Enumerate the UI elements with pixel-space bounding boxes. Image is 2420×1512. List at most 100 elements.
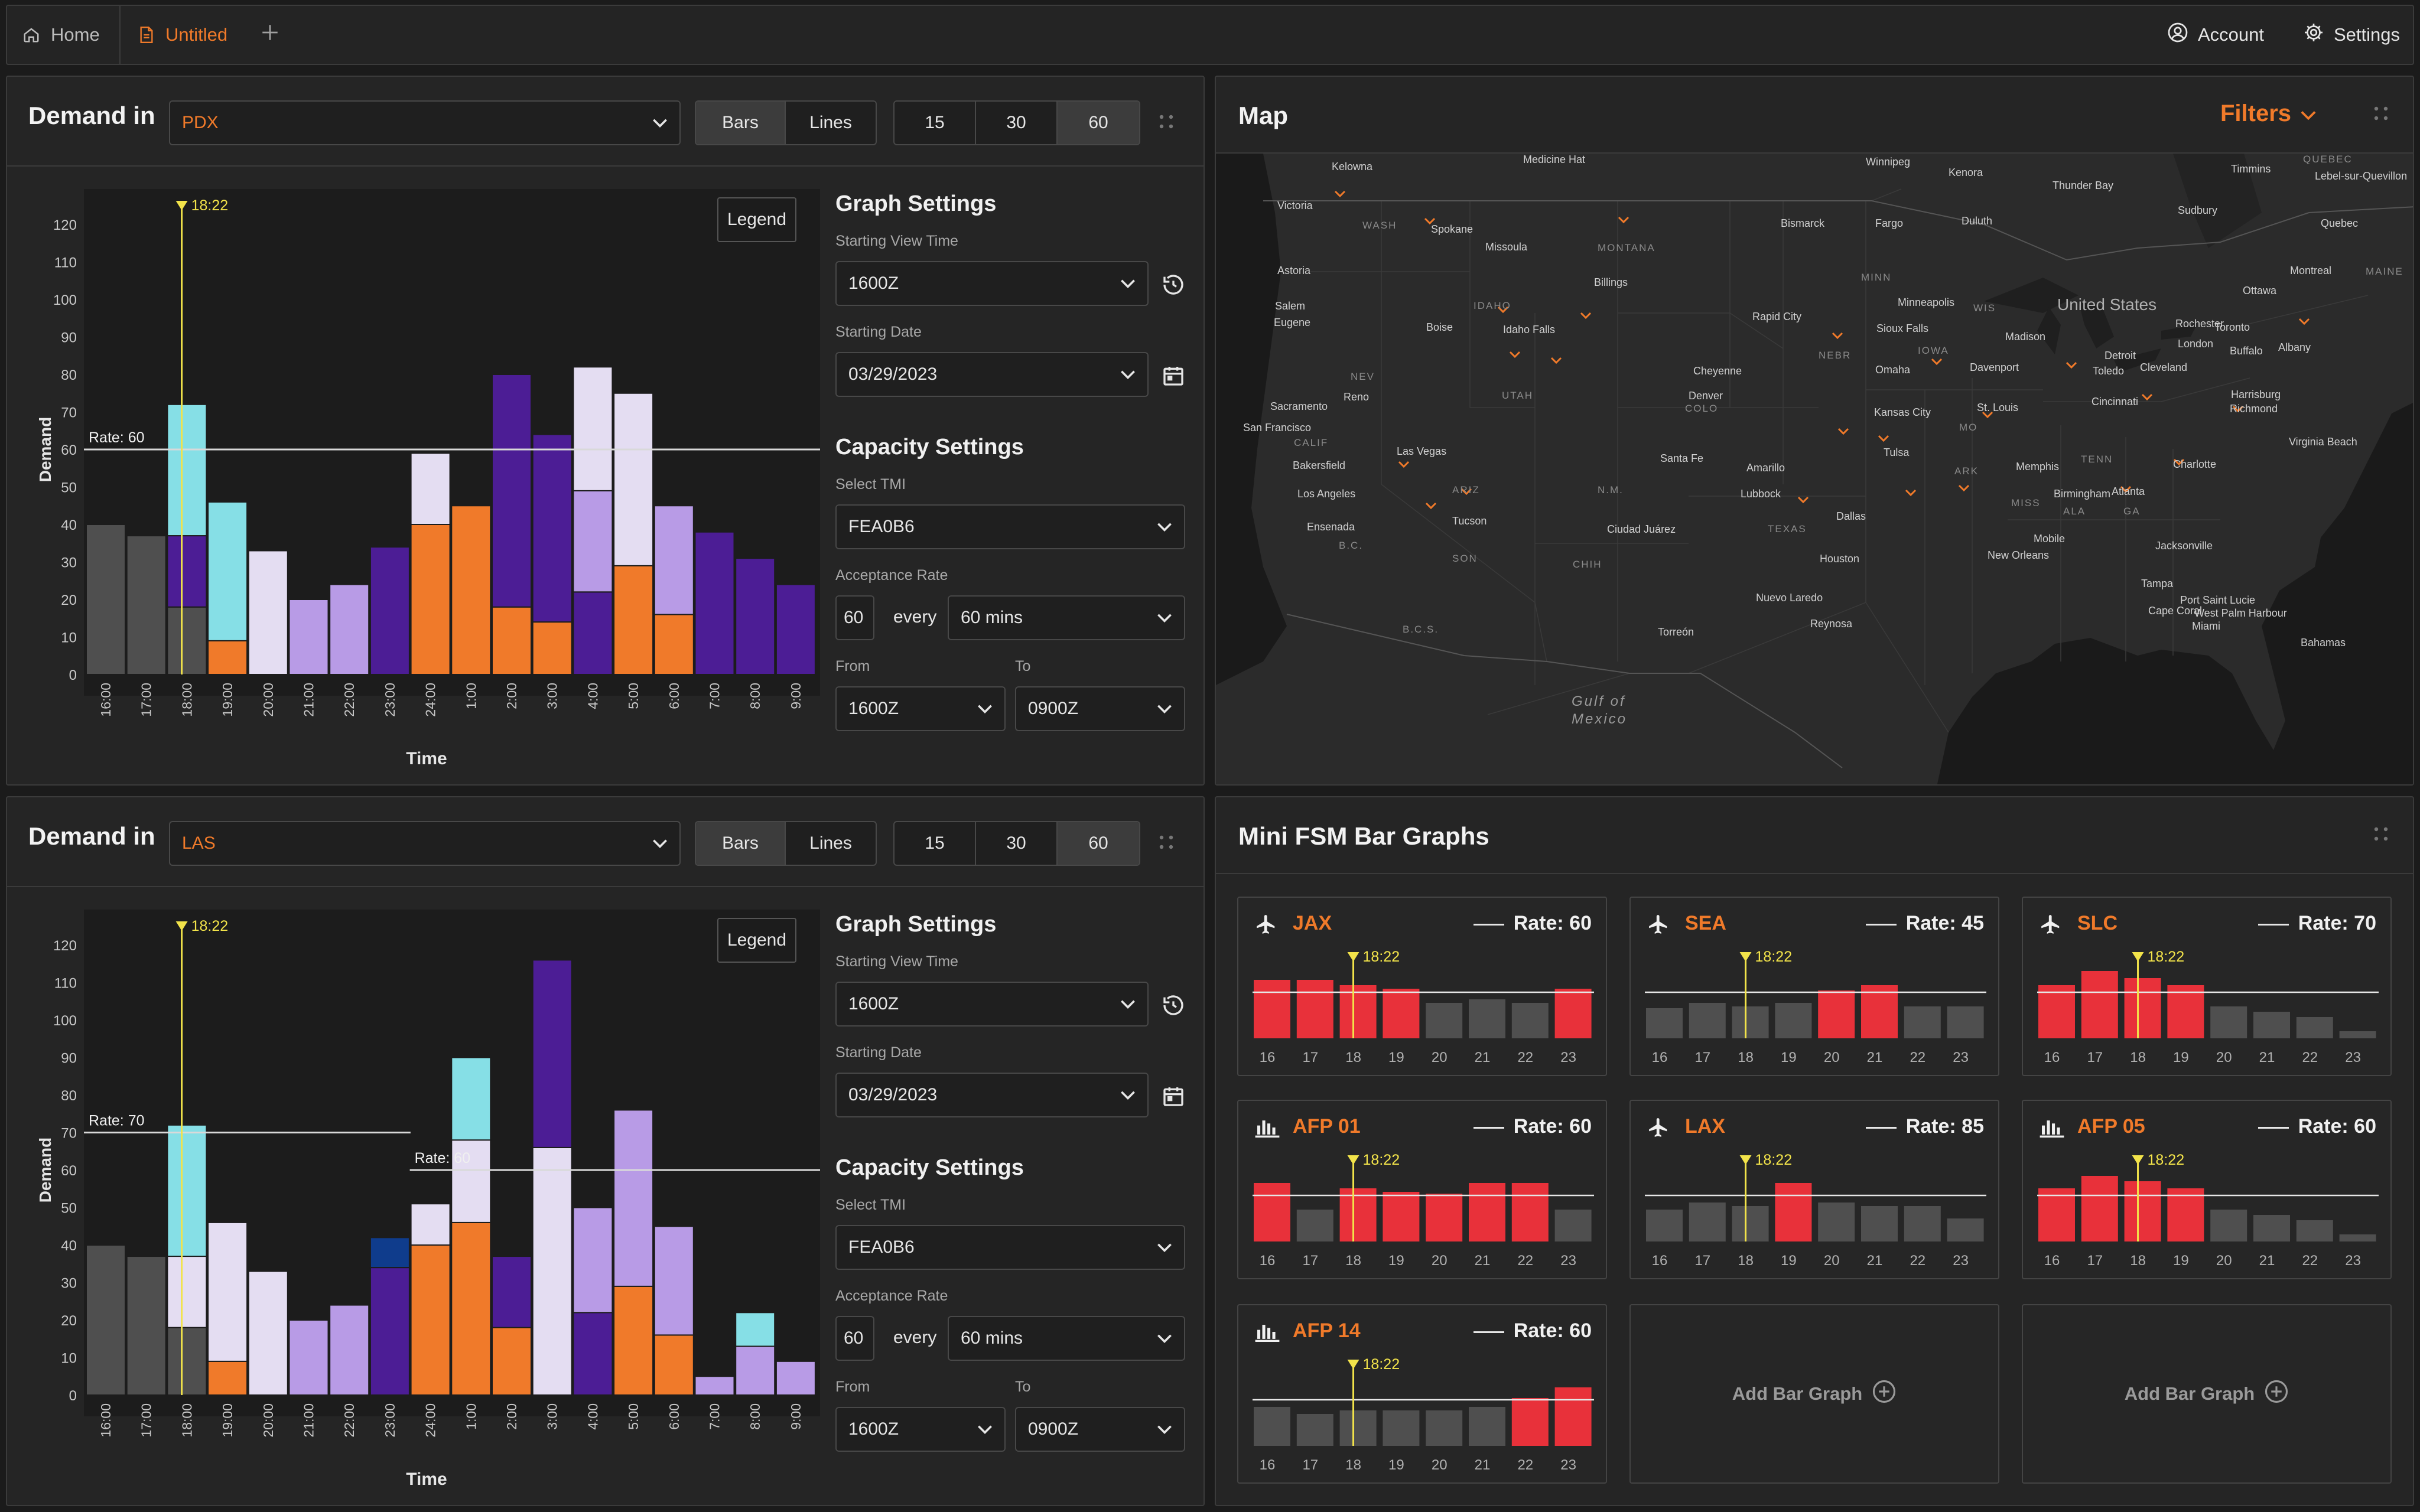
- map-canvas[interactable]: Kelowna Medicine Hat Winnipeg Kenora Thunder…: [1216, 154, 2413, 784]
- drag-handle-icon[interactable]: [1158, 834, 1175, 850]
- starting-view-time-select[interactable]: 1600Z: [835, 982, 1149, 1027]
- current-time-marker: [175, 921, 188, 931]
- mini-hour-label: 17: [1302, 1050, 1318, 1065]
- mini-graph-sea[interactable]: SEA Rate: 45 16 17 18 19 20 21 22 23 18:22: [1629, 897, 1999, 1076]
- aircraft-marker-icon[interactable]: [1580, 312, 1592, 320]
- x-tick-label: 1:00: [463, 1403, 479, 1430]
- airport-select[interactable]: PDX: [169, 100, 681, 145]
- aircraft-marker-icon[interactable]: [2298, 318, 2310, 325]
- aircraft-marker-icon[interactable]: [1461, 488, 1472, 496]
- acceptance-rate-input[interactable]: 60: [835, 595, 874, 640]
- rate-line-legend: [1473, 1331, 1504, 1333]
- mini-bar-20: [2210, 1210, 2247, 1241]
- mini-bar-20: [1426, 1003, 1463, 1038]
- from-time-select[interactable]: 1600Z: [835, 686, 1006, 731]
- add-bar-graph-button[interactable]: Add Bar Graph: [1629, 1304, 1999, 1484]
- map-city-label: Bismarck: [1781, 217, 1825, 229]
- bar-18:00-segment-0: [167, 606, 207, 676]
- history-icon[interactable]: [1162, 993, 1185, 1020]
- interval-60-button[interactable]: 60: [1058, 822, 1139, 865]
- history-icon[interactable]: [1162, 273, 1185, 299]
- mini-bar-17: [2081, 971, 2118, 1038]
- mini-bar-16: [2038, 1188, 2075, 1241]
- view-mode-bars-button[interactable]: Bars: [696, 102, 786, 144]
- aircraft-marker-icon[interactable]: [1878, 435, 1889, 442]
- aircraft-marker-icon[interactable]: [1424, 217, 1436, 225]
- interval-30-button[interactable]: 30: [976, 822, 1058, 865]
- map-city-label: Lubbock: [1741, 488, 1781, 500]
- chevron-down-icon: [1157, 608, 1172, 628]
- starting-date-select[interactable]: 03/29/2023: [835, 352, 1149, 397]
- starting-view-time-select[interactable]: 1600Z: [835, 261, 1149, 306]
- mini-graph-slc[interactable]: SLC Rate: 70 16 17 18 19 20 21 22 23 18:22: [2022, 897, 2392, 1076]
- home-tab[interactable]: Home: [22, 6, 100, 64]
- aircraft-marker-icon[interactable]: [1958, 484, 1970, 492]
- aircraft-marker-icon[interactable]: [2120, 485, 2132, 493]
- untitled-tab[interactable]: Untitled: [138, 6, 227, 64]
- view-mode-lines-button[interactable]: Lines: [809, 833, 852, 853]
- mini-graph-jax[interactable]: JAX Rate: 60 16 17 18 19 20 21 22 23 18:22: [1237, 897, 1607, 1076]
- settings-button[interactable]: Settings: [2303, 6, 2400, 64]
- aircraft-marker-icon[interactable]: [1618, 216, 1629, 224]
- calendar-icon[interactable]: [1162, 364, 1185, 390]
- view-mode-bars-button[interactable]: Bars: [696, 822, 786, 865]
- account-button[interactable]: Account: [2167, 6, 2264, 64]
- aircraft-marker-icon[interactable]: [1497, 306, 1509, 314]
- interval-15-button[interactable]: 15: [895, 822, 976, 865]
- rate-period-select[interactable]: 60 mins: [948, 595, 1185, 640]
- drag-handle-icon[interactable]: [1158, 113, 1175, 130]
- from-time-select[interactable]: 1600Z: [835, 1407, 1006, 1452]
- drag-handle-icon[interactable]: [2373, 105, 2389, 122]
- legend-button[interactable]: Legend: [717, 918, 796, 963]
- interval-15-button[interactable]: 15: [895, 102, 976, 144]
- aircraft-marker-icon[interactable]: [1931, 358, 1943, 366]
- every-label: every: [893, 607, 937, 627]
- mini-graph-afp-01[interactable]: AFP 01 Rate: 60 16 17 18 19 20 21 22 23 18:22: [1237, 1100, 1607, 1279]
- aircraft-marker-icon[interactable]: [2173, 458, 2185, 466]
- plane-icon: [1647, 913, 1670, 939]
- add-bar-graph-button[interactable]: Add Bar Graph: [2022, 1304, 2392, 1484]
- legend-button[interactable]: Legend: [717, 197, 796, 242]
- aircraft-marker-icon[interactable]: [1334, 190, 1346, 198]
- map-city-label: Kenora: [1949, 167, 1983, 178]
- view-mode-lines-button[interactable]: Lines: [809, 113, 852, 132]
- to-time-select[interactable]: 0900Z: [1015, 1407, 1185, 1452]
- new-tab-button[interactable]: [260, 6, 280, 64]
- interval-60-button[interactable]: 60: [1058, 102, 1139, 144]
- tmi-select[interactable]: FEA0B6: [835, 504, 1185, 549]
- map-header-divider: [1216, 152, 2413, 154]
- mini-graph-afp-05[interactable]: AFP 05 Rate: 60 16 17 18 19 20 21 22 23 18:22: [2022, 1100, 2392, 1279]
- aircraft-marker-icon[interactable]: [1509, 351, 1521, 359]
- drag-handle-icon[interactable]: [2373, 826, 2389, 842]
- aircraft-marker-icon[interactable]: [1398, 461, 1410, 468]
- mini-graph-rate: Rate: 85: [1865, 1115, 1984, 1138]
- map-svg: [1216, 154, 2413, 784]
- calendar-icon[interactable]: [1162, 1084, 1185, 1111]
- aircraft-marker-icon[interactable]: [1550, 357, 1562, 364]
- aircraft-marker-icon[interactable]: [2066, 361, 2077, 369]
- starting-date-value: 03/29/2023: [848, 364, 938, 384]
- tmi-select[interactable]: FEA0B6: [835, 1225, 1185, 1270]
- mini-hour-label: 18: [1738, 1050, 1754, 1065]
- mini-graph-lax[interactable]: LAX Rate: 85 16 17 18 19 20 21 22 23 18:22: [1629, 1100, 1999, 1279]
- to-time-select[interactable]: 0900Z: [1015, 686, 1185, 731]
- airport-select[interactable]: LAS: [169, 821, 681, 866]
- aircraft-marker-icon[interactable]: [1905, 489, 1917, 497]
- mini-graph-afp-14[interactable]: AFP 14 Rate: 60 16 17 18 19 20 21 22 23 18:22: [1237, 1304, 1607, 1484]
- filters-button[interactable]: Filters: [2220, 100, 2316, 127]
- aircraft-marker-icon[interactable]: [1425, 502, 1437, 510]
- aircraft-marker-icon[interactable]: [1982, 411, 1993, 419]
- map-city-label: ALA: [2063, 506, 2086, 517]
- acceptance-rate-value: 60: [844, 1328, 864, 1348]
- rate-period-select[interactable]: 60 mins: [948, 1316, 1185, 1361]
- acceptance-rate-input[interactable]: 60: [835, 1316, 874, 1361]
- aircraft-marker-icon[interactable]: [2232, 405, 2244, 413]
- airport-select-value: PDX: [182, 113, 219, 132]
- aircraft-marker-icon[interactable]: [1832, 332, 1843, 340]
- interval-30-button[interactable]: 30: [976, 102, 1058, 144]
- bar-3:00-segment-1: [532, 959, 573, 1148]
- aircraft-marker-icon[interactable]: [2141, 393, 2153, 401]
- aircraft-marker-icon[interactable]: [1837, 428, 1849, 435]
- starting-date-select[interactable]: 03/29/2023: [835, 1073, 1149, 1117]
- aircraft-marker-icon[interactable]: [1797, 496, 1809, 504]
